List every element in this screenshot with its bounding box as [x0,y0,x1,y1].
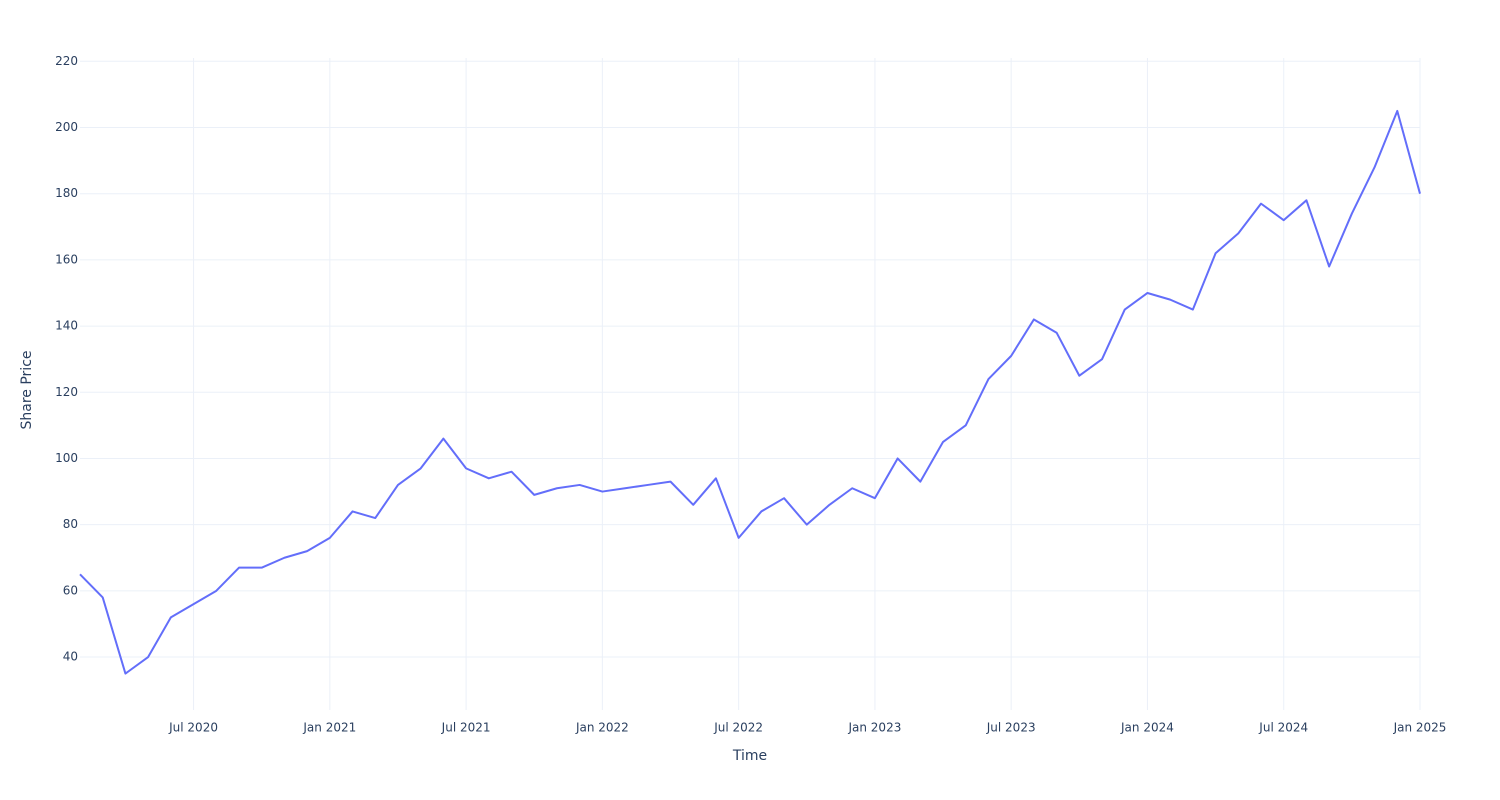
x-tick-label: Jul 2024 [1258,721,1308,735]
x-tick-label: Jul 2021 [441,721,491,735]
y-tick-label: 40 [63,650,78,664]
y-tick-label: 200 [55,120,78,134]
y-tick-label: 60 [63,583,78,597]
y-tick-label: 100 [55,451,78,465]
y-tick-label: 120 [55,385,78,399]
x-tick-label: Jul 2022 [713,721,763,735]
y-axis-title: Share Price [19,350,35,429]
y-tick-label: 160 [55,252,78,266]
y-tick-label: 80 [63,517,78,531]
y-tick-label: 140 [55,319,78,333]
x-tick-label: Jul 2023 [986,721,1036,735]
data-line [79,109,1421,675]
y-tick-label: 220 [55,54,78,68]
x-tick-label: Jan 2023 [847,721,901,735]
x-axis-title: Time [732,748,767,764]
x-tick-label: Jul 2020 [168,721,218,735]
x-tick-label: Jan 2024 [1120,721,1174,735]
y-tick-label: 180 [55,186,78,200]
x-tick-label: Jan 2022 [575,721,629,735]
x-tick-label: Jan 2021 [302,721,356,735]
x-tick-label: Jan 2025 [1393,721,1447,735]
